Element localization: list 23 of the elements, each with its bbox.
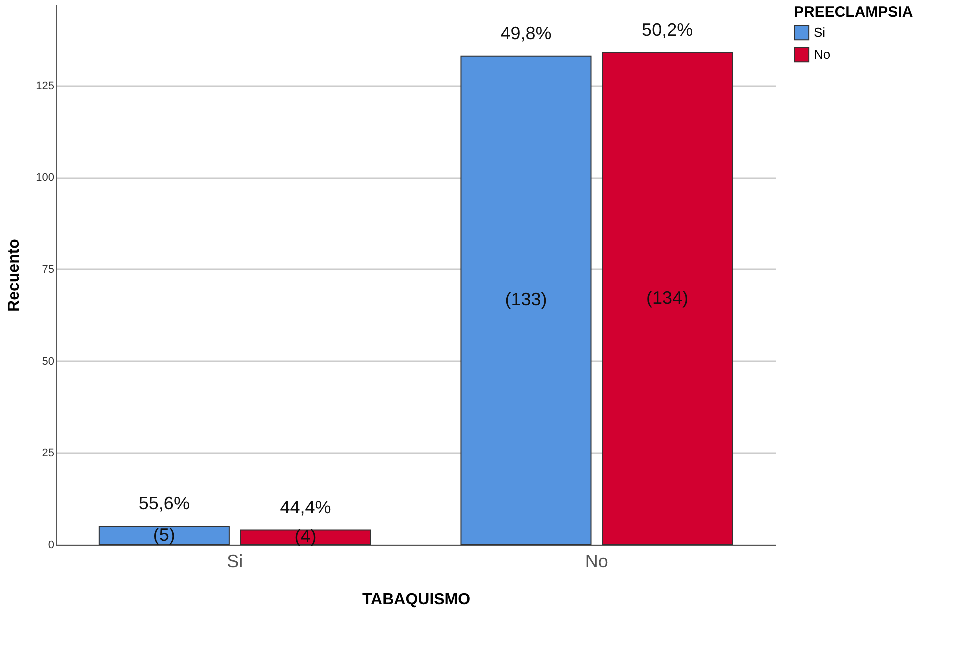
data-label: (4) bbox=[294, 526, 317, 547]
bar bbox=[460, 56, 592, 546]
data-label: (133) bbox=[505, 290, 548, 310]
x-axis-title: TABAQUISMO bbox=[362, 592, 471, 608]
y-tick-label: 0 bbox=[48, 540, 54, 552]
annotation: 44,4% bbox=[280, 497, 332, 518]
y-tick-label: 50 bbox=[42, 356, 54, 368]
y-tick-label: 25 bbox=[42, 448, 54, 460]
data-label: (5) bbox=[153, 524, 176, 545]
legend-label: Si bbox=[814, 25, 826, 40]
annotation: 49,8% bbox=[500, 23, 552, 44]
bar bbox=[240, 530, 372, 546]
data-label: (134) bbox=[646, 288, 689, 308]
y-tick-label: 75 bbox=[42, 264, 54, 276]
bar bbox=[98, 526, 230, 546]
annotation: 55,6% bbox=[138, 494, 190, 514]
y-axis-title: Recuento bbox=[6, 238, 24, 312]
y-tick-label: 125 bbox=[36, 80, 54, 92]
legend-title: PREECLAMPSIA bbox=[794, 4, 914, 21]
y-tick-label: 100 bbox=[36, 172, 54, 184]
legend-label: No bbox=[814, 47, 831, 62]
bar bbox=[602, 52, 734, 546]
annotation: 50,2% bbox=[642, 20, 694, 40]
